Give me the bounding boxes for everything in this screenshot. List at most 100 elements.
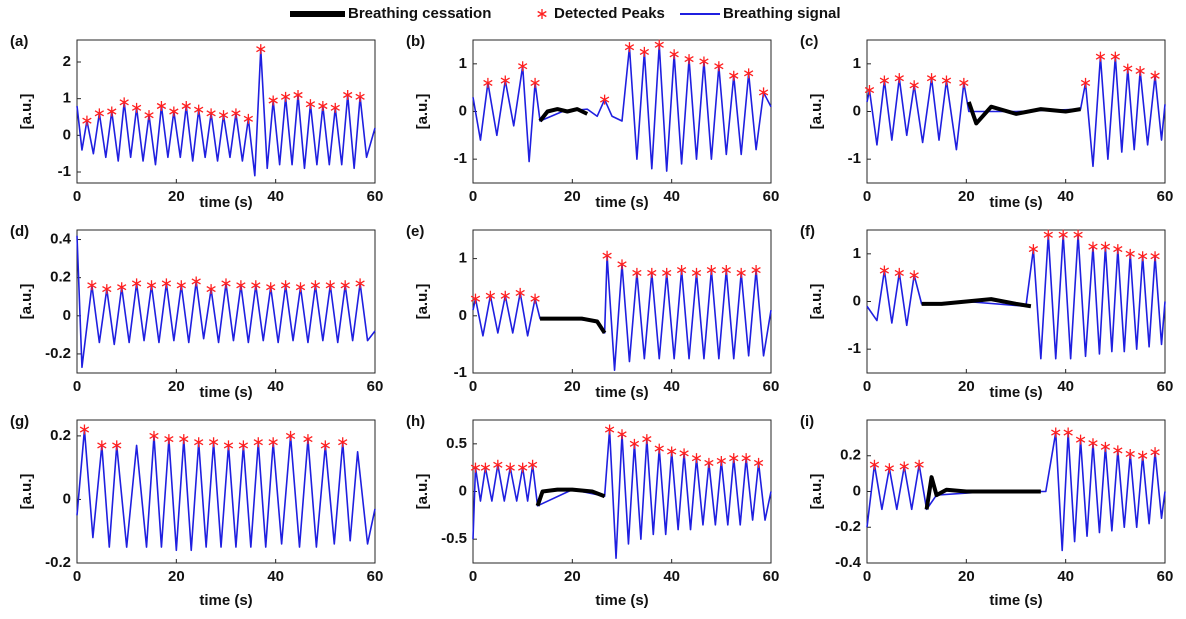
- y-tick-label: -0.2: [45, 345, 71, 362]
- x-tick-label: 60: [763, 568, 780, 585]
- peak-marker: [879, 75, 890, 86]
- peak-marker: [639, 46, 650, 57]
- peak-marker: [280, 91, 291, 102]
- x-tick-label: 60: [367, 378, 384, 395]
- peak-marker: [285, 430, 296, 441]
- cessation-line: [538, 107, 589, 123]
- x-tick-label: 60: [367, 188, 384, 205]
- signal-line: [472, 428, 772, 560]
- peak-marker: [164, 434, 174, 445]
- cessation-line: [966, 101, 1081, 126]
- peak-marker: [684, 54, 694, 65]
- peak-marker: [218, 110, 229, 121]
- peak-marker: [1075, 434, 1086, 445]
- y-tick-label: -1: [454, 364, 467, 381]
- y-tick-label: 0: [63, 307, 71, 324]
- panel-label: (c): [800, 33, 818, 50]
- peak-marker: [253, 437, 263, 448]
- peak-marker: [1123, 63, 1133, 74]
- peak-marker: [758, 87, 769, 98]
- plot-area: [76, 229, 376, 374]
- x-tick-label: 40: [267, 378, 284, 395]
- plot-area: [76, 419, 376, 564]
- peak-marker: [268, 95, 278, 106]
- cessation-line: [921, 297, 1032, 309]
- peak-marker: [629, 438, 640, 449]
- peak-marker: [330, 102, 340, 113]
- peak-marker: [1028, 244, 1039, 255]
- peak-marker: [676, 265, 687, 276]
- legend: Breathing cessation Detected Peaks Breathi…: [290, 5, 841, 22]
- peak-marker: [909, 270, 919, 281]
- legend-label: Breathing signal: [723, 5, 841, 22]
- peak-marker: [899, 461, 909, 472]
- peak-marker: [485, 290, 496, 301]
- peak-marker: [318, 101, 328, 111]
- peak-marker: [280, 280, 291, 291]
- peak-marker: [107, 106, 117, 117]
- x-tick-label: 0: [73, 188, 81, 205]
- peak-marker: [310, 280, 321, 291]
- peak-marker: [729, 453, 739, 464]
- y-axis-label: [a.u.]: [414, 474, 431, 510]
- x-tick-label: 0: [863, 188, 871, 205]
- peak-marker: [869, 459, 880, 470]
- y-tick-label: 1: [63, 90, 71, 107]
- x-tick-label: 60: [1157, 568, 1174, 585]
- panel: 0 20 40 60-101(e)time (s)[a.u.]: [406, 223, 779, 401]
- peak-marker: [632, 267, 642, 278]
- peak-marker: [161, 278, 172, 289]
- panel: 0 20 40 60 -1 0 1 (f) time (s) [a.u.]: [800, 223, 1173, 401]
- peak-marker: [500, 290, 510, 301]
- x-axis-label: time (s): [595, 592, 648, 609]
- plot-area: [472, 229, 772, 374]
- signal-line: [866, 55, 1166, 168]
- peak-marker: [1100, 441, 1111, 452]
- legend-swatch: [537, 9, 547, 19]
- y-tick-label: 0: [63, 126, 71, 143]
- panel-label: (a): [10, 33, 28, 50]
- peak-marker: [1150, 447, 1160, 458]
- peak-marker: [753, 457, 764, 468]
- peak-marker: [1063, 427, 1073, 438]
- peak-marker: [340, 280, 350, 291]
- peak-marker: [530, 77, 540, 88]
- peak-marker: [251, 280, 261, 291]
- peak-marker: [236, 280, 246, 291]
- peak-marker: [647, 267, 657, 278]
- peak-marker: [704, 457, 714, 468]
- x-tick-label: 60: [1157, 378, 1174, 395]
- peak-marker: [146, 280, 157, 291]
- x-tick-label: 0: [73, 568, 81, 585]
- peak-marker: [1125, 448, 1135, 459]
- peak-marker: [483, 77, 493, 88]
- peak-marker: [231, 108, 241, 119]
- panel-label: (e): [406, 223, 424, 240]
- cessation-line: [535, 487, 606, 507]
- peak-marker: [493, 459, 503, 470]
- y-tick-label: -1: [454, 150, 467, 167]
- peak-marker: [295, 282, 306, 293]
- peak-marker: [1088, 241, 1098, 252]
- peak-marker: [527, 459, 538, 470]
- x-tick-label: 60: [1157, 188, 1174, 205]
- x-tick-label: 20: [958, 378, 975, 395]
- peak-marker: [654, 443, 664, 454]
- peak-marker: [884, 463, 895, 474]
- peak-marker: [82, 115, 92, 126]
- y-axis-label: [a.u.]: [414, 94, 431, 130]
- peak-marker: [743, 68, 754, 79]
- x-tick-label: 0: [73, 378, 81, 395]
- peak-marker: [729, 70, 739, 81]
- peak-marker: [1135, 65, 1145, 76]
- x-tick-label: 0: [469, 188, 477, 205]
- y-axis-label: [a.u.]: [808, 284, 825, 320]
- x-tick-label: 0: [469, 568, 477, 585]
- peak-marker: [1058, 229, 1068, 240]
- signal-line: [472, 43, 772, 172]
- peak-marker: [470, 293, 481, 304]
- y-tick-label: 0: [853, 102, 861, 119]
- peak-marker: [94, 108, 105, 119]
- x-tick-label: 40: [1057, 378, 1074, 395]
- peak-marker: [194, 104, 204, 115]
